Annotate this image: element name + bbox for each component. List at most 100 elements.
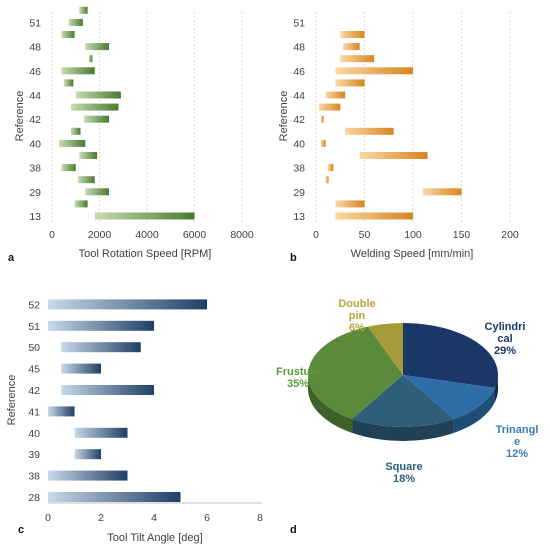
chart-c-bar (61, 342, 141, 353)
chart-c-y-tick-label: 41 (28, 406, 40, 418)
chart-a-y-tick-label: 42 (29, 114, 41, 126)
chart-a-y-axis-title: Reference (14, 91, 26, 142)
chart-b-x-tick-label: 50 (359, 229, 371, 241)
chart-d-slice-side (495, 375, 498, 402)
chart-a-y-tick-label: 51 (29, 17, 41, 29)
chart-c-bar (74, 427, 128, 438)
chart-a-bar (78, 176, 95, 184)
chart-a-y-tick-label: 48 (29, 42, 41, 54)
chart-c-bar (48, 406, 75, 417)
chart-b-x-tick-labels: 0 50 100 150 200 (313, 229, 519, 241)
chart-c-y-tick-label: 51 (28, 321, 40, 333)
chart-b-y-tick-label: 40 (293, 138, 305, 150)
chart-d-slice-label: Square 18% (385, 461, 422, 485)
chart-a-y-tick-label: 44 (29, 90, 41, 102)
chart-c-bar (74, 449, 101, 460)
chart-d-slice (307, 326, 403, 419)
chart-c-bar (48, 492, 181, 502)
chart-c-x-tick-label: 8 (257, 512, 263, 524)
chart-b-y-tick-label: 51 (293, 17, 305, 29)
chart-a-x-tick-labels: 0 2000 4000 6000 8000 (49, 229, 254, 241)
chart-a-bar (85, 43, 109, 51)
chart-a-bars (59, 6, 195, 220)
chart-c-y-tick-label: 28 (28, 492, 40, 504)
chart-a-bar (61, 67, 95, 75)
chart-b-bar (343, 43, 360, 51)
chart-b-x-tick-label: 0 (313, 229, 319, 241)
chart-b-bar (422, 188, 462, 196)
chart-d-slice-side (453, 387, 496, 433)
chart-d-pie (307, 323, 498, 441)
panel-letter-a: a (8, 252, 15, 264)
chart-b-bar (340, 31, 365, 38)
chart-a-bar (75, 91, 121, 99)
chart-a-x-axis-title: Tool Rotation Speed [RPM] (79, 248, 212, 260)
chart-b-y-tick-label: 29 (293, 187, 305, 199)
chart-b-x-axis-title: Welding Speed [mm/min] (351, 248, 474, 260)
chart-c-x-axis-title: Tool Tilt Angle [deg] (107, 532, 202, 544)
chart-a-bar (74, 200, 88, 208)
chart-a-x-tick-label: 6000 (183, 229, 207, 241)
chart-b-bar (359, 152, 428, 159)
chart-a-bar (68, 18, 83, 26)
chart-a-y-tick-label: 29 (29, 187, 41, 199)
chart-b-y-tick-label: 38 (293, 163, 305, 175)
chart-a-bar (79, 152, 98, 159)
chart-b-bar (318, 103, 341, 111)
chart-a-bar (94, 212, 195, 220)
chart-a-bar (61, 164, 76, 172)
chart-a-y-tick-label: 40 (29, 138, 41, 150)
chart-b-x-tick-label: 100 (404, 229, 422, 241)
chart-c-bar (61, 385, 154, 395)
chart-a-y-tick-label: 46 (29, 66, 41, 78)
chart-a-bar (71, 103, 119, 111)
chart-a-bar (79, 6, 88, 14)
chart-b-x-tick-label: 150 (453, 229, 471, 241)
chart-b-bar (320, 115, 324, 123)
chart-b-y-tick-label: 42 (293, 114, 305, 126)
chart-a-bar (71, 127, 81, 135)
chart-a-bar (85, 188, 109, 196)
chart-d-slice-side (352, 418, 454, 441)
chart-d-slice-side (308, 375, 353, 433)
chart-b-bar (335, 79, 365, 87)
chart-d-slice (403, 323, 498, 388)
chart-b-y-tick-label: 48 (293, 42, 305, 54)
chart-b-y-tick-label: 46 (293, 66, 305, 78)
chart-d-slice-label: Cylindri cal 29% (485, 321, 526, 357)
chart-b: 13 29 38 40 42 44 46 48 51 0 50 100 150 200 Referenc… (278, 12, 519, 264)
panel-letter-d: d (290, 524, 297, 536)
chart-a-bar (61, 31, 75, 38)
chart-a-bar (63, 79, 74, 87)
chart-b-y-tick-label: 13 (293, 211, 305, 223)
chart-b-gridlines (315, 12, 511, 222)
chart-c-y-tick-label: 52 (28, 299, 40, 311)
chart-b-y-tick-label: 44 (293, 90, 305, 102)
chart-c: 28 38 39 40 41 42 45 50 51 52 0 2 4 6 8 Reference Too… (6, 299, 263, 544)
chart-b-bar (345, 127, 394, 135)
chart-d-slice-label: Frustum 35% (276, 366, 320, 390)
chart-d-slice (403, 375, 496, 419)
chart-a-y-tick-label: 13 (29, 211, 41, 223)
chart-a-x-tick-label: 8000 (230, 229, 254, 241)
chart-c-y-tick-labels: 28 38 39 40 41 42 45 50 51 52 (28, 299, 40, 504)
chart-d-slice-label: Double pin 6% (338, 298, 375, 334)
panel-letter-c: c (18, 524, 24, 536)
chart-c-x-tick-label: 0 (45, 512, 51, 524)
chart-c-bar (48, 470, 128, 481)
chart-c-bars (48, 299, 207, 502)
chart-b-bar (340, 55, 375, 63)
chart-d-slice-labels: Cylindri cal 29% Trinangl e 12% Square 18% Frust… (276, 298, 538, 485)
chart-b-bar (335, 212, 413, 220)
chart-a-y-tick-label: 38 (29, 163, 41, 175)
chart-c-y-tick-label: 42 (28, 385, 40, 397)
chart-b-y-axis-title: Reference (278, 91, 290, 142)
chart-d-slice-label: Trinangl e 12% (496, 424, 539, 460)
chart-a-bar (59, 139, 86, 147)
chart-c-y-tick-label: 38 (28, 471, 40, 483)
chart-a-bar (88, 55, 93, 63)
chart-a: 13 29 38 40 42 44 46 48 51 0 2000 4000 6000 8000 Ref… (8, 6, 254, 264)
chart-a-gridlines (51, 12, 243, 222)
chart-c-bar (48, 320, 154, 331)
